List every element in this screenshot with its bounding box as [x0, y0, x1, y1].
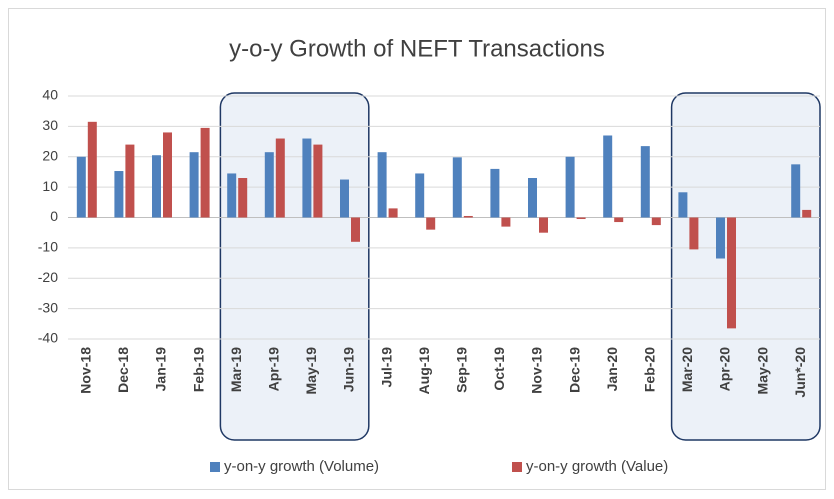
- legend-swatch: [210, 462, 220, 472]
- bar: [340, 179, 349, 218]
- bar: [125, 144, 135, 218]
- bar: [275, 138, 285, 218]
- bar: [189, 152, 199, 218]
- legend-label: y-on-y growth (Value): [526, 458, 668, 475]
- bar: [603, 135, 613, 218]
- bar: [791, 164, 801, 218]
- bar: [689, 217, 699, 250]
- bar: [452, 157, 462, 218]
- x-tick-label: Oct-19: [491, 347, 507, 391]
- bar: [377, 152, 387, 218]
- x-tick-label: Feb-19: [190, 347, 206, 392]
- bar: [426, 217, 436, 230]
- x-tick-label: Apr-20: [717, 347, 733, 392]
- highlight-box: [219, 92, 370, 441]
- bar: [200, 127, 210, 218]
- bar: [388, 208, 398, 218]
- bar: [678, 192, 688, 218]
- y-tick-label: 30: [42, 117, 58, 133]
- x-tick-label: Aug-19: [416, 347, 432, 395]
- bar: [227, 173, 237, 218]
- chart-title: y-o-y Growth of NEFT Transactions: [229, 35, 605, 62]
- bar: [640, 146, 650, 218]
- y-tick-label: -30: [38, 299, 58, 315]
- bar: [351, 217, 360, 242]
- bar: [614, 217, 624, 223]
- bar: [302, 138, 312, 218]
- x-tick-label: Jan-20: [604, 347, 620, 392]
- y-tick-label: 10: [42, 178, 58, 194]
- bar: [802, 209, 812, 218]
- bar: [716, 217, 725, 259]
- bar: [76, 156, 86, 218]
- x-tick-label: Dec-19: [566, 347, 582, 393]
- bar: [238, 178, 248, 218]
- bar: [565, 156, 575, 218]
- bar: [163, 132, 172, 218]
- bar: [313, 144, 323, 218]
- y-tick-label: -10: [38, 239, 58, 255]
- bar: [576, 217, 586, 220]
- x-tick-label: Feb-20: [642, 347, 658, 392]
- x-tick-label: Jun*-20: [792, 347, 808, 398]
- highlight-box: [670, 92, 821, 441]
- x-tick-label: Jan-19: [153, 347, 169, 392]
- bar: [114, 171, 124, 218]
- x-tick-label: May-19: [303, 347, 319, 395]
- x-tick-label: Jul-19: [378, 347, 394, 388]
- x-tick-label: Nov-18: [78, 347, 94, 394]
- legend-swatch: [512, 462, 522, 472]
- x-tick-label: Dec-18: [115, 347, 131, 393]
- x-tick-label: Nov-19: [529, 347, 545, 394]
- y-tick-label: -20: [38, 269, 58, 285]
- bar: [152, 155, 161, 218]
- y-tick-label: 20: [42, 147, 58, 163]
- y-tick-label: 0: [50, 208, 58, 224]
- bar: [528, 178, 537, 218]
- x-tick-label: Jun-19: [341, 347, 357, 392]
- bar: [87, 121, 97, 218]
- x-tick-label: Sep-19: [454, 347, 470, 393]
- y-tick-label: -40: [38, 330, 58, 346]
- bar: [501, 217, 511, 227]
- x-tick-label: Apr-19: [266, 347, 282, 392]
- bar: [727, 217, 736, 329]
- bar: [463, 215, 473, 218]
- x-tick-label: Mar-20: [679, 347, 695, 392]
- bar: [415, 173, 425, 218]
- x-tick-label: May-20: [754, 347, 770, 395]
- bar: [651, 217, 661, 226]
- x-tick-label: Mar-19: [228, 347, 244, 392]
- y-tick-label: 40: [42, 87, 58, 103]
- legend-label: y-on-y growth (Volume): [224, 458, 379, 475]
- bar: [490, 168, 500, 218]
- bar: [264, 152, 274, 218]
- bar: [539, 217, 548, 233]
